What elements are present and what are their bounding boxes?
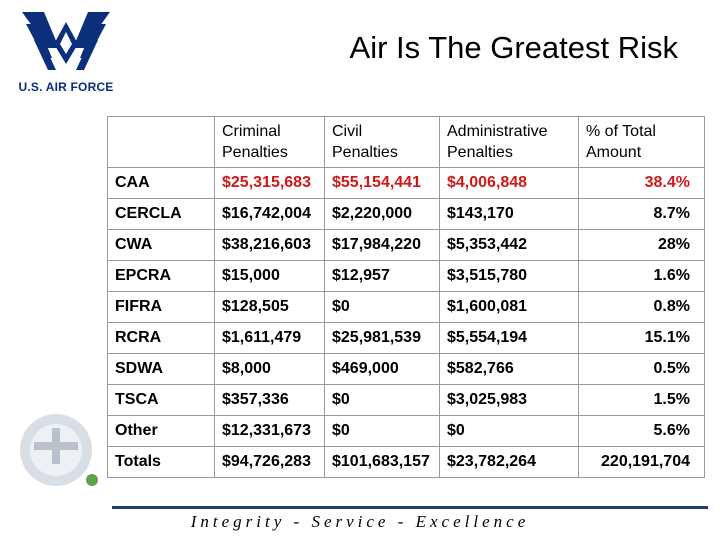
footer-motto: Integrity - Service - Excellence <box>190 512 530 531</box>
administrative-penalty-cell: $4,006,848 <box>439 167 579 199</box>
table-row: CAA $25,315,683 $55,154,441 $4,006,848 38.4% <box>107 167 705 199</box>
table-row: CWA $38,216,603 $17,984,220 $5,353,442 28% <box>107 229 705 261</box>
table-row: SDWA $8,000 $469,000 $582,766 0.5% <box>107 353 705 385</box>
percent-total-cell: 28% <box>578 229 705 261</box>
civil-penalty-cell: $17,984,220 <box>324 229 440 261</box>
administrative-penalty-cell: $5,554,194 <box>439 322 579 354</box>
statute-cell: RCRA <box>107 322 215 354</box>
administrative-penalty-cell: $143,170 <box>439 198 579 230</box>
criminal-penalty-cell: $1,611,479 <box>214 322 325 354</box>
statute-cell: CERCLA <box>107 198 215 230</box>
table-header-row: Criminal Penalties Civil Penalties Admin… <box>107 116 705 168</box>
column-header-civil: Civil Penalties <box>324 116 440 168</box>
statute-cell: FIFRA <box>107 291 215 323</box>
percent-total-cell: 5.6% <box>578 415 705 447</box>
column-header-administrative: Administrative Penalties <box>439 116 579 168</box>
criminal-penalty-cell: $94,726,283 <box>214 446 325 478</box>
civil-penalty-cell: $0 <box>324 384 440 416</box>
statute-cell: TSCA <box>107 384 215 416</box>
administrative-penalty-cell: $5,353,442 <box>439 229 579 261</box>
civil-penalty-cell: $0 <box>324 415 440 447</box>
column-header-statute <box>107 116 215 168</box>
decorative-image <box>8 410 106 494</box>
percent-total-cell: 1.6% <box>578 260 705 292</box>
criminal-penalty-cell: $25,315,683 <box>214 167 325 199</box>
column-header-percent: % of Total Amount <box>578 116 705 168</box>
percent-total-cell: 38.4% <box>578 167 705 199</box>
percent-total-cell: 0.5% <box>578 353 705 385</box>
civil-penalty-cell: $101,683,157 <box>324 446 440 478</box>
table-row: Totals $94,726,283 $101,683,157 $23,782,264… <box>107 446 705 478</box>
administrative-penalty-cell: $23,782,264 <box>439 446 579 478</box>
civil-penalty-cell: $55,154,441 <box>324 167 440 199</box>
civil-penalty-cell: $0 <box>324 291 440 323</box>
criminal-penalty-cell: $128,505 <box>214 291 325 323</box>
air-force-logo-text: U.S. AIR FORCE <box>18 80 114 94</box>
criminal-penalty-cell: $8,000 <box>214 353 325 385</box>
table-row: EPCRA $15,000 $12,957 $3,515,780 1.6% <box>107 260 705 292</box>
footer-divider <box>112 506 708 509</box>
table-row: CERCLA $16,742,004 $2,220,000 $143,170 8.7% <box>107 198 705 230</box>
air-force-logo: U.S. AIR FORCE <box>4 4 128 100</box>
penalties-table: Criminal Penalties Civil Penalties Admin… <box>107 116 705 478</box>
criminal-penalty-cell: $15,000 <box>214 260 325 292</box>
table-row: FIFRA $128,505 $0 $1,600,081 0.8% <box>107 291 705 323</box>
criminal-penalty-cell: $16,742,004 <box>214 198 325 230</box>
civil-penalty-cell: $2,220,000 <box>324 198 440 230</box>
percent-total-cell: 8.7% <box>578 198 705 230</box>
administrative-penalty-cell: $3,025,983 <box>439 384 579 416</box>
table-row: Other $12,331,673 $0 $0 5.6% <box>107 415 705 447</box>
statute-cell: CWA <box>107 229 215 261</box>
civil-penalty-cell: $25,981,539 <box>324 322 440 354</box>
statute-cell: CAA <box>107 167 215 199</box>
table-row: TSCA $357,336 $0 $3,025,983 1.5% <box>107 384 705 416</box>
administrative-penalty-cell: $582,766 <box>439 353 579 385</box>
percent-total-cell: 220,191,704 <box>578 446 705 478</box>
page-title: Air Is The Greatest Risk <box>349 30 678 65</box>
statute-cell: SDWA <box>107 353 215 385</box>
percent-total-cell: 1.5% <box>578 384 705 416</box>
administrative-penalty-cell: $3,515,780 <box>439 260 579 292</box>
percent-total-cell: 15.1% <box>578 322 705 354</box>
table-row: RCRA $1,611,479 $25,981,539 $5,554,194 15.1% <box>107 322 705 354</box>
civil-penalty-cell: $469,000 <box>324 353 440 385</box>
statute-cell: Other <box>107 415 215 447</box>
percent-total-cell: 0.8% <box>578 291 705 323</box>
criminal-penalty-cell: $38,216,603 <box>214 229 325 261</box>
statute-cell: EPCRA <box>107 260 215 292</box>
criminal-penalty-cell: $12,331,673 <box>214 415 325 447</box>
column-header-criminal: Criminal Penalties <box>214 116 325 168</box>
administrative-penalty-cell: $0 <box>439 415 579 447</box>
civil-penalty-cell: $12,957 <box>324 260 440 292</box>
statute-cell: Totals <box>107 446 215 478</box>
administrative-penalty-cell: $1,600,081 <box>439 291 579 323</box>
air-force-wings-icon <box>22 12 110 70</box>
criminal-penalty-cell: $357,336 <box>214 384 325 416</box>
